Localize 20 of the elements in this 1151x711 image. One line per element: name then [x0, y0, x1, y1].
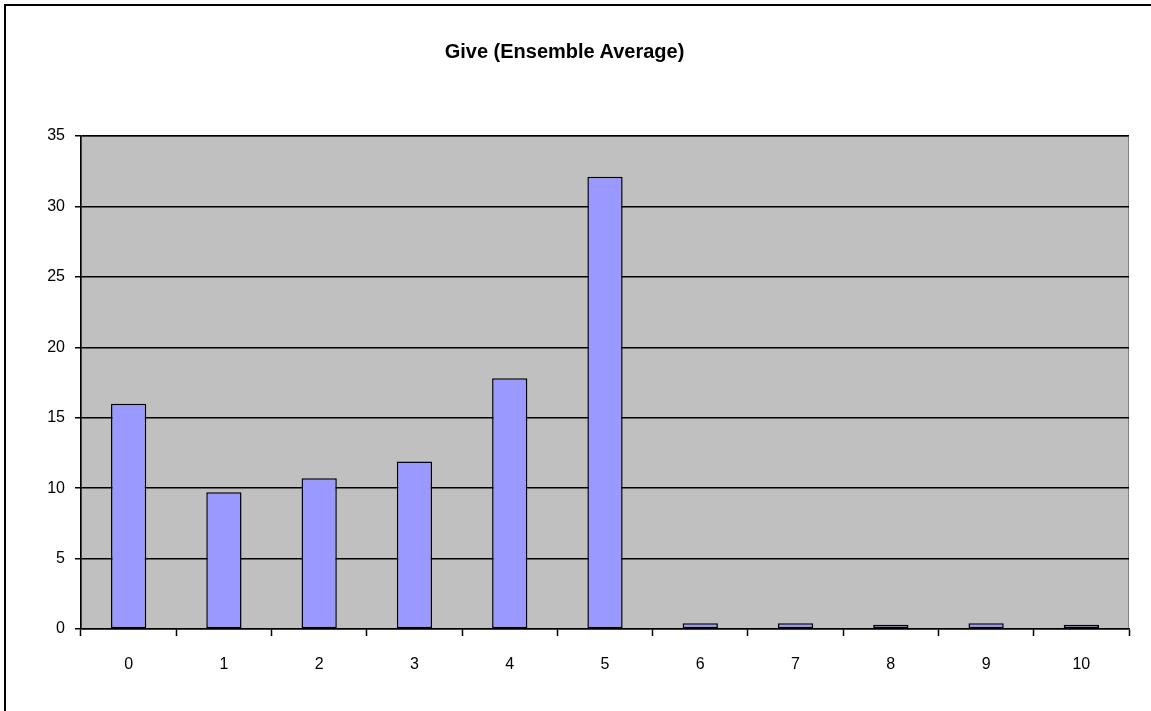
x-tick-label: 0	[124, 655, 134, 673]
x-tick-label: 9	[981, 655, 991, 673]
y-tick-label: 20	[47, 337, 66, 355]
x-tick-label: 10	[1072, 655, 1091, 673]
x-tick-label: 8	[886, 655, 896, 673]
y-tick-label: 35	[47, 126, 66, 144]
x-tick-label: 6	[695, 655, 705, 673]
x-tick-label: 4	[505, 655, 515, 673]
x-tick-label: 2	[314, 655, 324, 673]
y-tick-label: 25	[47, 267, 66, 285]
y-tick-label: 30	[47, 196, 66, 214]
y-tick-label: 15	[47, 408, 66, 426]
x-tick-label: 7	[791, 655, 801, 673]
x-tick-label: 3	[410, 655, 419, 673]
y-tick-label: 5	[56, 548, 66, 566]
y-tick-label: 0	[56, 619, 66, 637]
chart-title: Give (Ensemble Average)	[444, 39, 685, 62]
y-tick-label: 10	[47, 478, 66, 496]
x-tick-label: 1	[219, 655, 229, 673]
x-tick-label: 5	[600, 655, 610, 673]
